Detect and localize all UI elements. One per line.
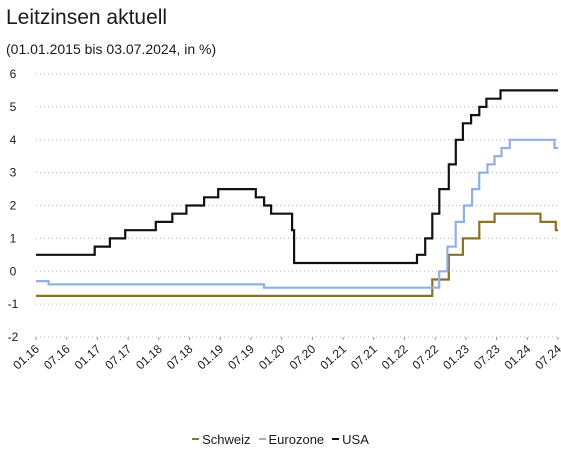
legend-label: USA: [342, 431, 369, 447]
x-tick-label: 07.23: [471, 342, 503, 373]
y-tick-label: -1: [8, 297, 19, 311]
y-tick-label: 6: [10, 67, 17, 81]
chart-title: Leitzinsen aktuell: [6, 6, 168, 29]
legend-item-eurozone: Eurozone: [258, 431, 325, 447]
x-tick-label: 07.17: [102, 342, 134, 373]
x-tick-label: 07.19: [225, 342, 257, 373]
x-tick-label: 07.21: [348, 342, 380, 373]
x-axis-ticks: 01.16 07.16 01.17 07.17 01.18 07.18 01.19 07.19…: [10, 337, 561, 372]
y-tick-label: 4: [10, 133, 17, 147]
y-tick-label: 2: [10, 199, 17, 213]
legend-swatch: [192, 438, 200, 440]
chart-legend: Schweiz Eurozone USA: [0, 428, 561, 447]
x-tick-label: 01.17: [72, 342, 104, 373]
x-tick-label: 07.16: [41, 342, 73, 373]
x-tick-label: 01.19: [195, 342, 227, 373]
gridlines: [36, 73, 558, 338]
x-tick-label: 07.22: [409, 342, 441, 373]
y-tick-label: 0: [10, 264, 17, 278]
series-line-eurozone: [36, 138, 558, 289]
x-tick-label: 01.16: [10, 342, 42, 373]
y-tick-label: 1: [10, 231, 17, 245]
x-tick-label: 01.24: [502, 342, 534, 373]
y-tick-label: -2: [8, 330, 19, 344]
x-tick-label: 01.23: [440, 342, 472, 373]
legend-label: Eurozone: [268, 431, 325, 447]
legend-label: Schweiz: [202, 431, 251, 447]
y-tick-label: 5: [10, 100, 17, 114]
x-tick-label: 01.20: [256, 342, 288, 373]
x-tick-label: 01.21: [317, 342, 349, 373]
y-tick-label: 3: [10, 166, 17, 180]
series-line-schweiz: [36, 212, 558, 297]
series-lines: [36, 89, 558, 297]
legend-item-usa: USA: [332, 432, 369, 447]
x-tick-label: 07.24: [532, 342, 561, 373]
x-tick-label: 01.18: [133, 342, 165, 373]
chart-subtitle: (01.01.2015 bis 03.07.2024, in %): [6, 41, 217, 57]
x-tick-label: 07.20: [287, 342, 319, 373]
y-axis-ticks: 6 5 4 3 2 1 0 -1 -2: [8, 67, 19, 344]
legend-item-schweiz: Schweiz: [192, 431, 251, 447]
legend-swatch: [258, 438, 266, 440]
series-line-usa: [36, 89, 558, 265]
x-tick-label: 07.18: [164, 342, 196, 373]
legend-swatch: [332, 438, 340, 440]
x-tick-label: 01.22: [379, 342, 411, 373]
